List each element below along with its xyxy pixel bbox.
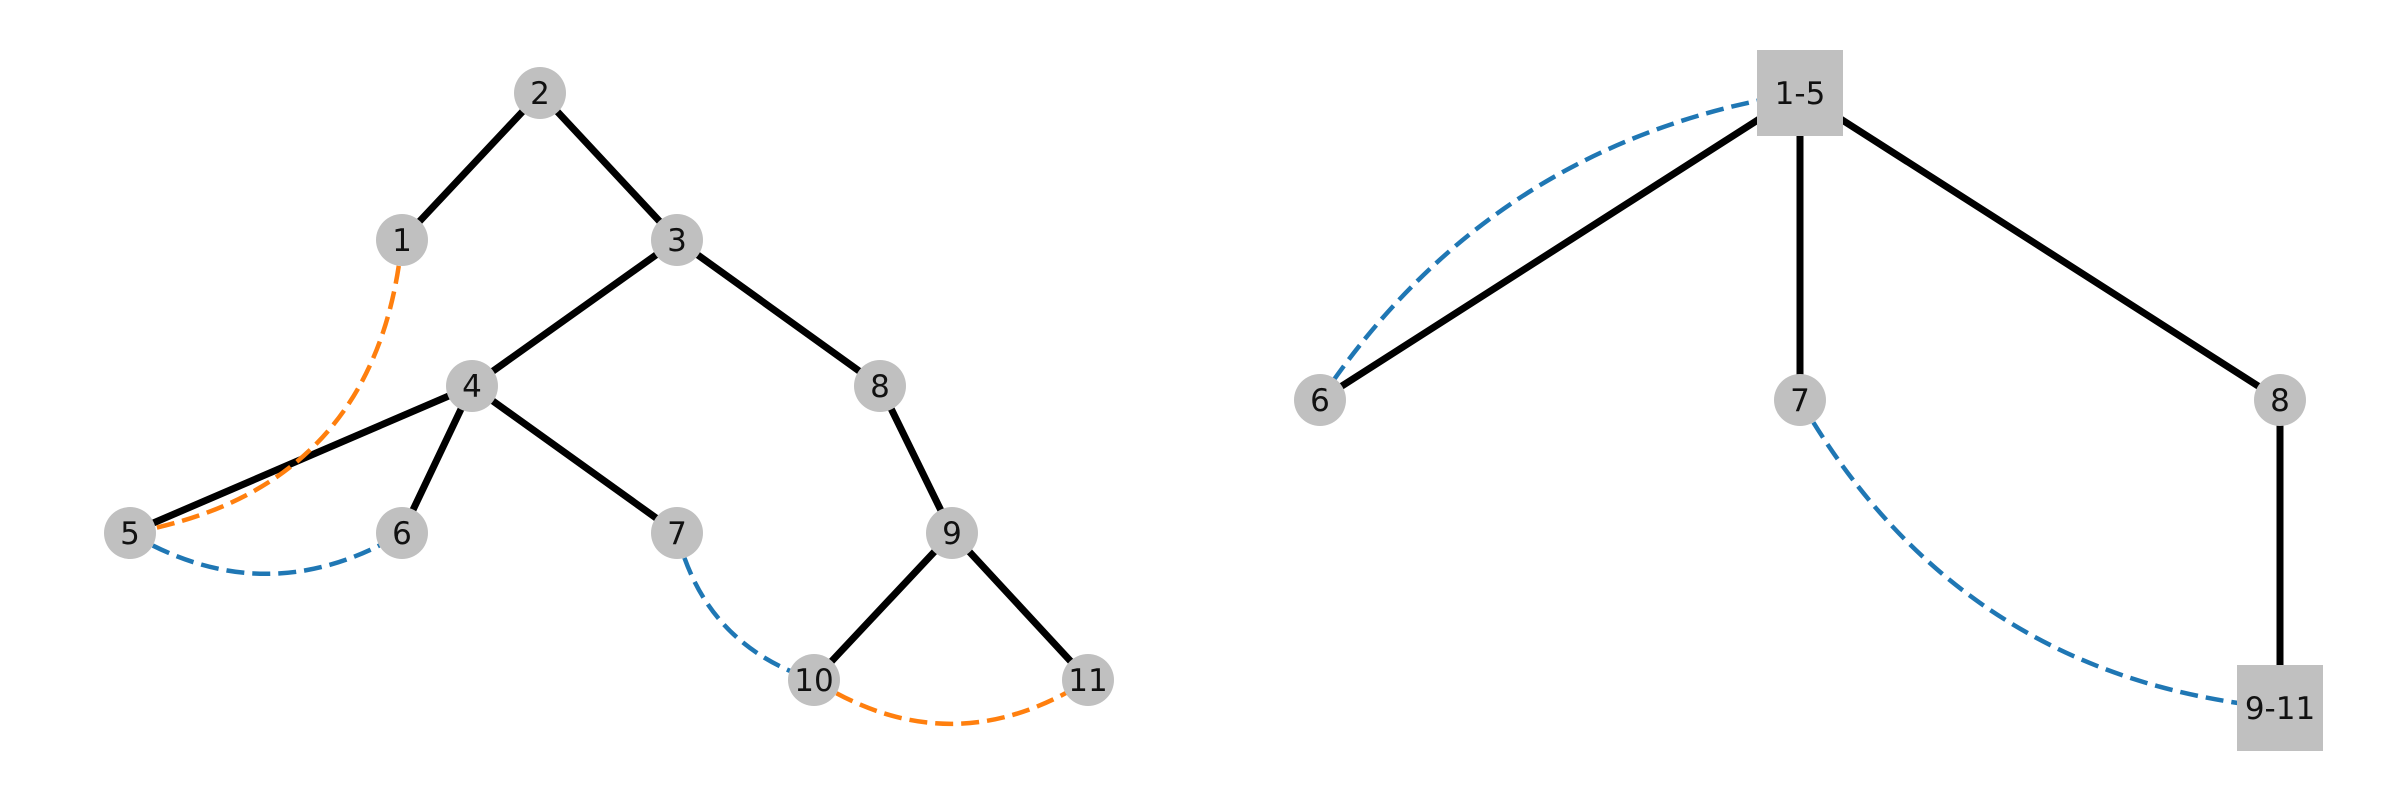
right-node-6: 6 [1294,374,1346,426]
right-node-1-5-label: 1-5 [1775,76,1826,112]
right-node-7: 7 [1774,374,1826,426]
left-node-10: 10 [788,654,840,706]
right-dashed-edge-7-9-11 [1798,398,2281,711]
left-node-1-label: 1 [392,223,412,259]
right-edge-1-5-6 [1318,90,1802,403]
right-node-1-5-shape [1757,50,1843,136]
right-edges [1318,90,2284,711]
left-edge-9-10 [811,530,955,683]
left-node-11-label: 11 [1068,663,1107,699]
left-node-4-shape [446,360,498,412]
right-node-8: 8 [2254,374,2306,426]
left-node-10-shape [788,654,840,706]
left-node-4-label: 4 [462,369,482,405]
right-node-7-label: 7 [1790,383,1810,419]
left-node-1-shape [376,214,428,266]
right-node-9-11-label: 9-11 [2245,691,2315,727]
left-node-6: 6 [376,507,428,559]
right-node-9-11-shape [2237,665,2323,751]
left-node-1: 1 [376,214,428,266]
left-graph: 1 2 3 4 5 6 7 8 9 10 11 [104,67,1114,727]
left-node-2-shape [514,67,566,119]
left-node-4: 4 [446,360,498,412]
left-node-7-shape [651,507,703,559]
left-node-11-shape [1062,654,1114,706]
left-dashed-edge-1-5 [129,239,405,536]
left-node-8: 8 [854,360,906,412]
left-edge-9-11 [949,530,1091,683]
right-node-8-shape [2254,374,2306,426]
left-edge-4-6 [398,384,476,535]
left-node-8-shape [854,360,906,412]
left-node-7-label: 7 [667,516,687,552]
left-node-7: 7 [651,507,703,559]
left-node-6-label: 6 [392,516,412,552]
left-node-9: 9 [926,507,978,559]
left-edge-3-8 [674,237,883,389]
left-node-2: 2 [514,67,566,119]
right-node-7-shape [1774,374,1826,426]
left-node-9-shape [926,507,978,559]
right-node-8-label: 8 [2270,383,2290,419]
left-dashed-edge-7-10 [674,532,815,683]
left-node-5: 5 [104,507,156,559]
left-node-8-label: 8 [870,369,890,405]
left-nodes: 1 2 3 4 5 6 7 8 9 10 11 [104,67,1114,706]
left-node-11: 11 [1062,654,1114,706]
left-edge-2-1 [399,90,543,243]
left-node-9-label: 9 [942,516,962,552]
right-edge-1-5-8 [1798,90,2282,403]
right-graph: 1-5 6 7 8 9-11 [1294,50,2323,751]
left-dashed-edge-10-11 [812,678,1090,727]
left-node-10-label: 10 [794,663,833,699]
left-dashed-edge-5-6 [128,531,404,577]
left-node-5-shape [104,507,156,559]
left-node-6-shape [376,507,428,559]
left-node-3-label: 3 [667,223,687,259]
right-node-6-shape [1294,374,1346,426]
left-edge-3-4 [469,237,680,389]
right-node-6-label: 6 [1310,383,1330,419]
left-edge-4-7 [469,383,680,536]
left-node-5-label: 5 [120,516,140,552]
left-edge-2-3 [537,90,680,243]
left-node-3-shape [651,214,703,266]
left-edges [128,90,1091,727]
right-nodes: 1-5 6 7 8 9-11 [1294,50,2323,751]
left-edge-8-9 [876,384,956,535]
right-dashed-edge-1-5-6 [1318,90,1801,402]
left-node-3: 3 [651,214,703,266]
right-node-9-11: 9-11 [2237,665,2323,751]
left-node-2-label: 2 [530,76,550,112]
right-node-1-5: 1-5 [1757,50,1843,136]
